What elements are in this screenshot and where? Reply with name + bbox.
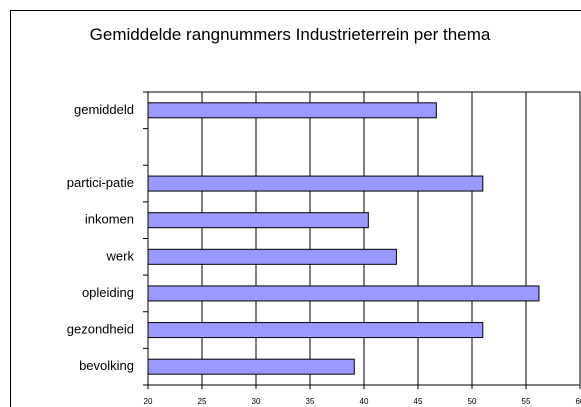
x-tick-label: 30 — [252, 397, 261, 406]
y-tick-label: gezondheid — [67, 322, 134, 337]
y-tick-label: partici-patie — [67, 175, 134, 190]
y-tick-label: opleiding — [82, 285, 134, 300]
x-tick-label: 60 — [576, 397, 581, 406]
x-tick-label: 40 — [360, 397, 369, 406]
x-tick-label: 25 — [198, 397, 207, 406]
bar — [147, 212, 369, 229]
bar — [147, 248, 397, 265]
x-tick-label: 50 — [468, 397, 477, 406]
y-tick-label: bevolking — [79, 358, 134, 373]
y-tick-label: werk — [106, 248, 135, 263]
bar — [147, 175, 484, 192]
bar — [147, 322, 484, 339]
chart-title: Gemiddelde rangnummers Industrieterrein … — [89, 25, 491, 44]
y-tick-label: gemiddeld — [74, 102, 134, 117]
bar — [147, 102, 437, 119]
bar — [147, 358, 355, 375]
x-tick-label: 55 — [522, 397, 531, 406]
x-tick-label: 20 — [144, 397, 153, 406]
bar — [147, 285, 540, 302]
x-tick-label: 35 — [306, 397, 315, 406]
y-tick-label: inkomen — [85, 212, 134, 227]
x-tick-label: 45 — [414, 397, 423, 406]
chart-border — [10, 10, 581, 407]
